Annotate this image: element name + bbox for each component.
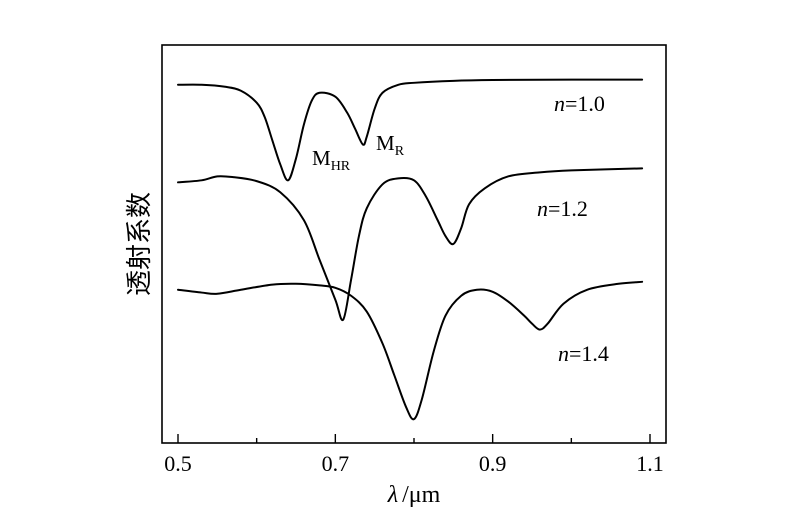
series-line-1 <box>177 78 644 182</box>
x-tick-labels: 0.5 0.7 0.9 1.1 <box>164 451 664 476</box>
x-tick-label: 0.7 <box>322 451 350 476</box>
annotations: MHR MR <box>312 131 405 174</box>
series-label-3: n=1.4 <box>558 341 609 366</box>
annotation-2: MR <box>376 131 405 159</box>
x-axis-label: λ/μm <box>387 482 441 508</box>
series-line-2 <box>177 167 644 322</box>
x-tick-label: 0.5 <box>164 451 192 476</box>
series-label-2: n=1.2 <box>537 196 588 221</box>
x-axis-unit: /μm <box>402 482 441 508</box>
x-tick-label: 1.1 <box>636 451 664 476</box>
series-lines <box>177 78 644 421</box>
annotation-1: MHR <box>312 146 351 174</box>
series-label-1: n=1.0 <box>554 91 605 116</box>
y-axis-label: 透射系数 <box>125 192 155 296</box>
x-tick-label: 0.9 <box>479 451 507 476</box>
series-line-3 <box>177 280 644 421</box>
series-labels: n=1.0 n=1.2 n=1.4 <box>537 91 609 366</box>
x-axis-symbol: λ <box>387 482 398 508</box>
x-ticks <box>177 434 651 443</box>
